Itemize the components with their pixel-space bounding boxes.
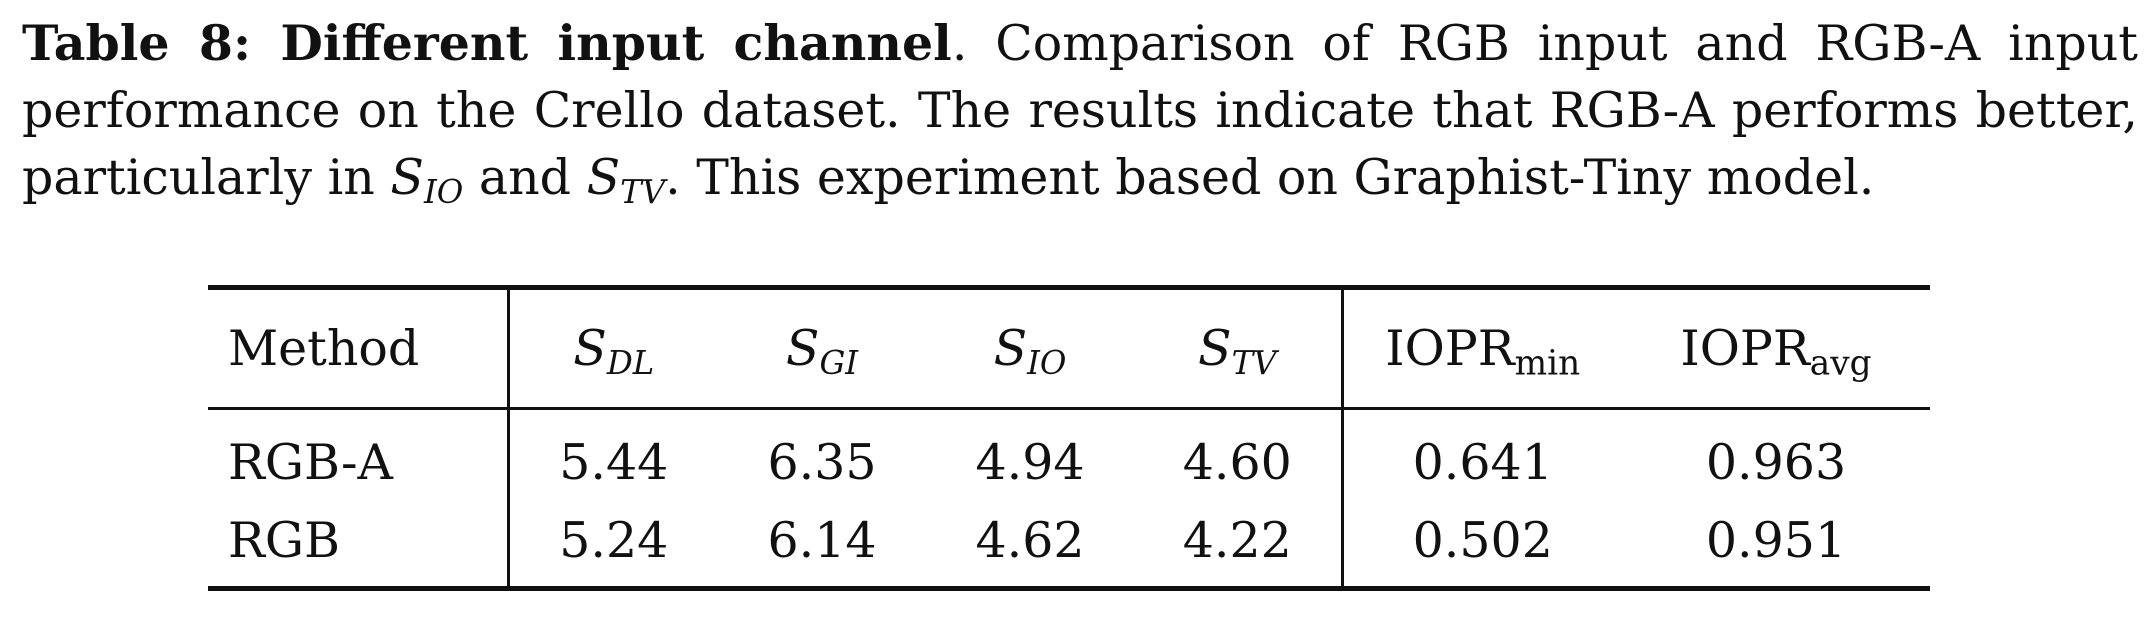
results-table: Method SDL SGI SIO STV IOPRmin IOPRavg R…: [208, 285, 1930, 591]
cell-iopr-min: 0.502: [1412, 511, 1553, 569]
cell-iopr-min: 0.641: [1412, 433, 1553, 491]
cell-s-io: 4.62: [975, 511, 1085, 569]
cell-s-tv: 4.22: [1134, 498, 1344, 589]
header-s-gi: SGI: [785, 320, 859, 383]
header-method: Method: [208, 287, 510, 409]
cell-s-gi: 6.14: [767, 511, 877, 569]
cell-s-gi: 6.35: [767, 433, 877, 491]
caption-text-2: and: [463, 149, 587, 206]
header-s-io: SIO: [993, 320, 1067, 383]
symbol-s-io: SIO: [390, 149, 464, 212]
symbol-s-tv: STV: [586, 149, 666, 212]
cell-iopr-avg: 0.963: [1705, 433, 1847, 491]
cell-method: RGB: [208, 498, 510, 589]
caption-text-1: . Comparison of RGB input and RGB-A inpu…: [22, 15, 2138, 206]
table-row-rgba: RGB-A 5.44 6.35 4.94 4.60 0.641 0.963: [208, 408, 1930, 498]
table-caption: Table 8: Different input channel. Compar…: [22, 10, 2138, 211]
caption-text-3: . This experiment based on Graphist-Tiny…: [665, 149, 1875, 206]
cell-iopr-avg: 0.951: [1705, 511, 1847, 569]
cell-method: RGB-A: [208, 408, 510, 498]
cell-s-dl: 5.44: [559, 433, 669, 491]
header-s-dl: SDL: [573, 320, 655, 383]
results-table-container: Method SDL SGI SIO STV IOPRmin IOPRavg R…: [208, 285, 1930, 591]
cell-s-tv: 4.60: [1134, 408, 1344, 498]
header-iopr-avg: IOPRavg: [1680, 320, 1872, 384]
cell-s-io: 4.94: [975, 433, 1085, 491]
table-row-rgb: RGB 5.24 6.14 4.62 4.22 0.502 0.951: [208, 498, 1930, 589]
header-iopr-min: IOPRmin: [1385, 320, 1581, 384]
caption-label: Table 8: Different input channel: [22, 14, 952, 72]
cell-s-dl: 5.24: [559, 511, 669, 569]
header-row: Method SDL SGI SIO STV IOPRmin IOPRavg: [208, 287, 1930, 409]
header-s-tv: STV: [1134, 287, 1344, 409]
